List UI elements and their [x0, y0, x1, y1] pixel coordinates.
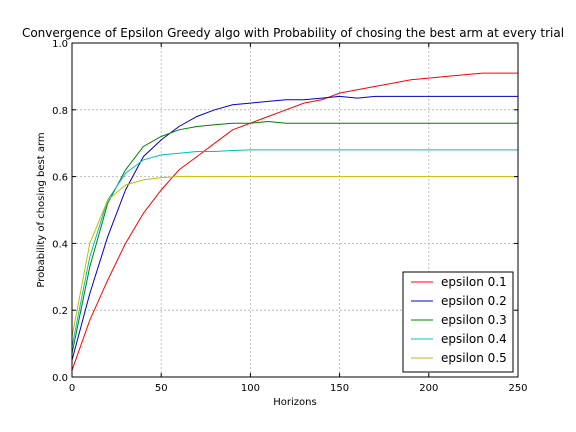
x-axis-label: Horizons	[273, 397, 316, 408]
x-tick-label: 250	[508, 383, 527, 394]
legend-label: epsilon 0.5	[441, 351, 507, 365]
legend: epsilon 0.1 epsilon 0.2 epsilon 0.3 epsilon…	[402, 271, 514, 373]
x-tick-label: 0	[69, 383, 75, 394]
y-tick-label: 0.8	[52, 106, 68, 117]
x-tick-label: 150	[330, 383, 349, 394]
series-line	[71, 95, 518, 361]
legend-box	[402, 271, 514, 373]
y-tick-label: 0.4	[52, 239, 68, 250]
legend-label: epsilon 0.4	[441, 332, 507, 346]
plot-frame	[71, 42, 519, 378]
series-line	[71, 149, 518, 347]
series-line	[71, 72, 518, 371]
series-line	[71, 176, 518, 337]
y-tick-label: 0.2	[52, 306, 68, 317]
y-tick-label: 0.0	[52, 373, 68, 384]
legend-label: epsilon 0.2	[441, 294, 507, 308]
x-tick-label: 100	[241, 383, 260, 394]
x-tick-label: 50	[155, 383, 168, 394]
series-line	[71, 120, 518, 354]
series-lines	[71, 72, 518, 371]
y-axis-label: Probability of chosing best arm	[36, 132, 47, 287]
axis-ticks: 0 50 100 150 200 250 0.0 0.2 0.4 0.6 0.8 1.0	[52, 39, 527, 394]
legend-label: epsilon 0.3	[441, 313, 507, 327]
chart-title: Convergence of Epsilon Greedy algo with …	[22, 26, 564, 40]
x-tick-label: 200	[419, 383, 438, 394]
legend-label: epsilon 0.1	[441, 275, 507, 289]
y-tick-label: 1.0	[52, 39, 68, 50]
y-tick-label: 0.6	[52, 173, 68, 184]
